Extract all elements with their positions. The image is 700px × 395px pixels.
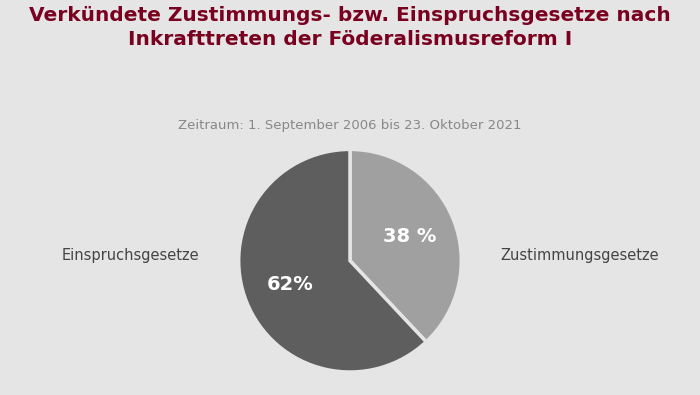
Text: Einspruchsgesetze: Einspruchsgesetze: [62, 248, 200, 263]
Wedge shape: [239, 149, 426, 372]
Wedge shape: [350, 149, 461, 342]
Text: Zustimmungsgesetze: Zustimmungsgesetze: [500, 248, 659, 263]
Text: Zeitraum: 1. September 2006 bis 23. Oktober 2021: Zeitraum: 1. September 2006 bis 23. Okto…: [178, 119, 522, 132]
Text: 62%: 62%: [267, 275, 314, 294]
Text: 38 %: 38 %: [384, 228, 437, 246]
Text: Verkündete Zustimmungs- bzw. Einspruchsgesetze nach
Inkrafttreten der Föderalism: Verkündete Zustimmungs- bzw. Einspruchsg…: [29, 6, 671, 49]
